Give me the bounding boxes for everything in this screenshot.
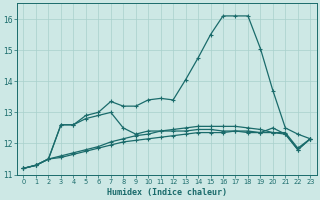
X-axis label: Humidex (Indice chaleur): Humidex (Indice chaleur) [107, 188, 227, 197]
